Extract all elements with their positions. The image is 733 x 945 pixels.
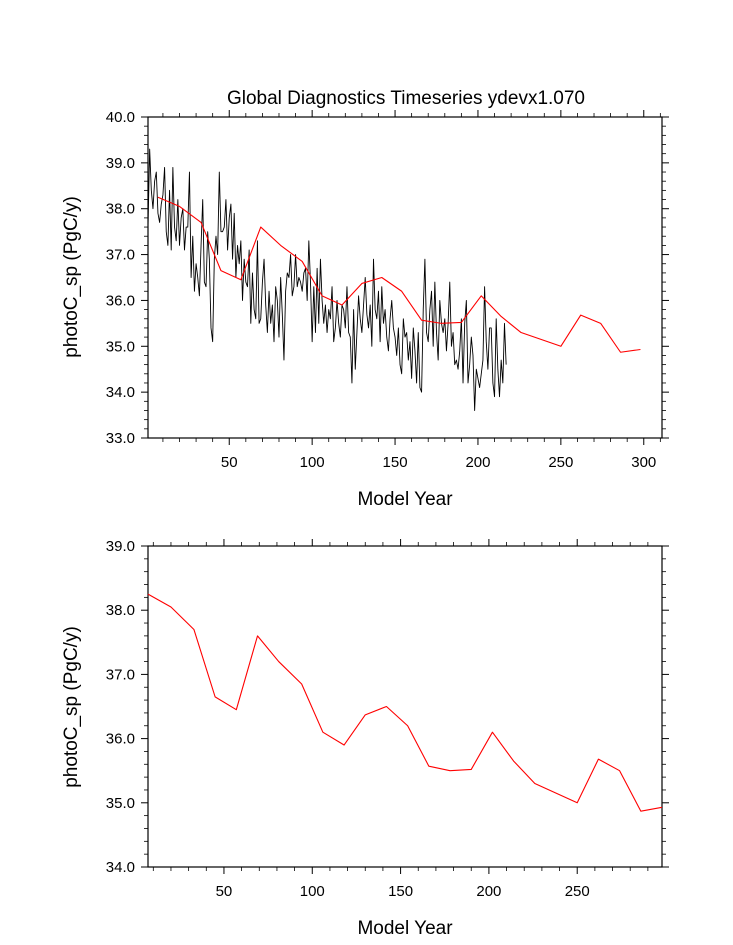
x-tick-labels: 50 100 150 200 250 300 — [221, 454, 656, 471]
x-tick-label: 200 — [476, 883, 501, 900]
x-tick-label: 50 — [221, 454, 238, 471]
axis-ticks — [141, 110, 669, 445]
y-tick-label: 35.0 — [106, 338, 135, 355]
y-tick-label: 34.0 — [106, 384, 135, 401]
bottom-panel: 34.035.036.037.038.039.0 50 100 150 200 250 … — [61, 538, 669, 939]
annual-series-line — [147, 148, 507, 411]
x-tick-label: 200 — [465, 454, 490, 471]
top-panel: Global Diagnostics Timeseries ydevx1.070… — [61, 88, 669, 510]
series-layer — [147, 593, 663, 812]
y-tick-labels: 33.0 34.0 35.0 36.0 37.0 38.0 39.0 40.0 — [106, 109, 135, 447]
y-tick-label: 38.0 — [106, 602, 135, 619]
y-axis-label: photoC_sp (PgC/y) — [61, 196, 82, 358]
x-axis-label: Model Year — [357, 489, 453, 510]
y-tick-label: 40.0 — [106, 109, 135, 126]
x-tick-label: 250 — [565, 883, 590, 900]
y-tick-label: 34.0 — [106, 859, 135, 876]
plot-frame — [147, 116, 663, 439]
decadal-mean-line — [157, 196, 641, 353]
series-layer — [147, 148, 641, 411]
x-tick-label: 100 — [300, 454, 325, 471]
y-axis-label: photoC_sp (PgC/y) — [61, 626, 82, 788]
y-tick-label: 37.0 — [106, 666, 135, 683]
y-tick-label: 36.0 — [106, 292, 135, 309]
x-tick-label: 250 — [548, 454, 573, 471]
x-tick-label: 100 — [300, 883, 325, 900]
axis-ticks — [141, 539, 669, 874]
plot-frame — [147, 545, 663, 868]
x-tick-label: 150 — [383, 454, 408, 471]
x-tick-labels: 50 100 150 200 250 — [216, 883, 590, 900]
y-tick-label: 39.0 — [106, 155, 135, 172]
x-tick-label: 300 — [631, 454, 656, 471]
x-tick-label: 150 — [388, 883, 413, 900]
y-tick-label: 39.0 — [106, 538, 135, 555]
x-axis-label: Model Year — [357, 918, 453, 939]
chart-title: Global Diagnostics Timeseries ydevx1.070 — [227, 88, 585, 109]
y-tick-labels: 34.0 35.0 36.0 37.0 38.0 39.0 — [106, 538, 135, 876]
y-tick-label: 36.0 — [106, 731, 135, 748]
y-tick-label: 35.0 — [106, 795, 135, 812]
y-tick-label: 33.0 — [106, 430, 135, 447]
y-tick-label: 37.0 — [106, 247, 135, 264]
y-tick-label: 38.0 — [106, 201, 135, 218]
decadal-mean-line — [147, 593, 663, 812]
x-tick-label: 50 — [216, 883, 233, 900]
